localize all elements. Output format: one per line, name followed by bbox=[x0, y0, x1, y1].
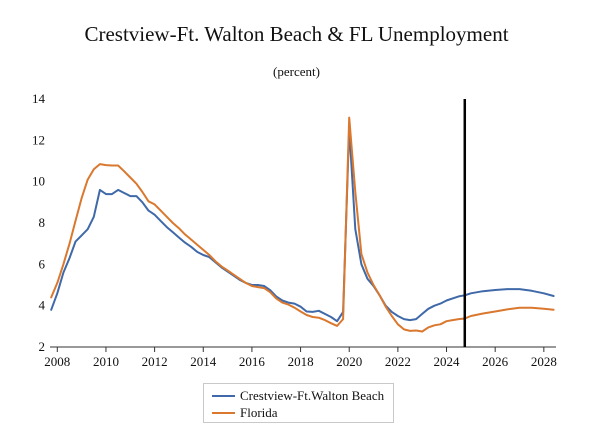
x-tick-label: 2018 bbox=[288, 354, 314, 369]
series-line-florida bbox=[50, 116, 555, 333]
legend-swatch-florida bbox=[212, 412, 235, 414]
chart-legend: Crestview-Ft.Walton Beach Florida bbox=[203, 383, 394, 423]
y-tick-label: 4 bbox=[39, 298, 46, 313]
y-tick-label: 12 bbox=[32, 132, 45, 147]
chart-title: Crestview-Ft. Walton Beach & FL Unemploy… bbox=[84, 22, 509, 46]
x-axis: 2008 2010 2012 2014 2016 2018 2020 2022 2024 2026… bbox=[44, 346, 557, 369]
x-tick-label: 2026 bbox=[482, 354, 509, 369]
y-tick-label: 14 bbox=[32, 91, 46, 106]
x-tick-label: 2012 bbox=[142, 354, 168, 369]
x-tick-label: 2016 bbox=[239, 354, 266, 369]
y-axis: 2 4 6 8 10 12 14 bbox=[32, 91, 46, 354]
x-tick-label: 2024 bbox=[434, 354, 461, 369]
y-tick-label: 8 bbox=[39, 215, 46, 230]
y-tick-label: 2 bbox=[39, 339, 46, 354]
chart-subtitle: (percent) bbox=[273, 64, 320, 79]
y-tick-label: 6 bbox=[39, 256, 46, 271]
y-tick-label: 10 bbox=[32, 174, 45, 189]
legend-label-crestview: Crestview-Ft.Walton Beach bbox=[240, 388, 385, 403]
x-tick-label: 2028 bbox=[531, 354, 557, 369]
x-tick-label: 2014 bbox=[190, 354, 217, 369]
legend-label-florida: Florida bbox=[240, 405, 278, 420]
series-line-crestview bbox=[50, 126, 555, 323]
x-tick-label: 2022 bbox=[385, 354, 411, 369]
x-tick-label: 2008 bbox=[44, 354, 70, 369]
legend-swatch-crestview bbox=[212, 395, 235, 397]
x-tick-label: 2010 bbox=[93, 354, 119, 369]
x-tick-label: 2020 bbox=[336, 354, 362, 369]
series-group bbox=[50, 116, 555, 333]
